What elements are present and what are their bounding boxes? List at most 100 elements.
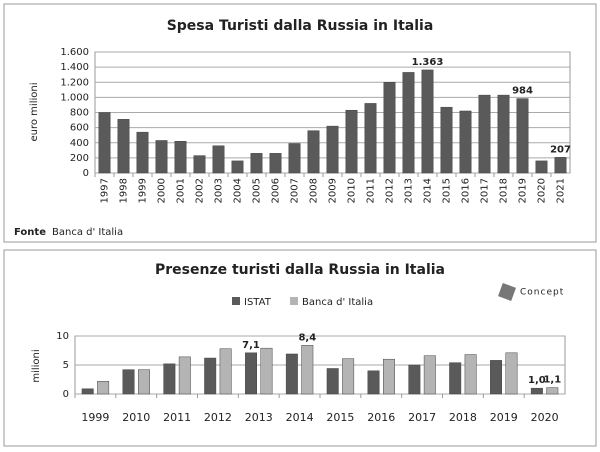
- x-tick-label: 2000: [157, 178, 168, 203]
- bar: [345, 109, 358, 174]
- bar: [155, 140, 168, 174]
- x-tick-label: 2010: [347, 178, 358, 203]
- chart-title: Spesa Turisti dalla Russia in Italia: [167, 18, 434, 34]
- y-tick-label: 800: [70, 108, 89, 119]
- x-tick-label: 2011: [163, 411, 191, 424]
- bar: [174, 140, 187, 174]
- bar: [516, 98, 529, 174]
- logo: Concept: [520, 288, 564, 298]
- bar: [383, 358, 395, 395]
- x-tick-label: 1997: [100, 178, 111, 203]
- y-tick-label: 10: [56, 331, 69, 342]
- bar: [97, 380, 110, 395]
- x-tick-label: 1999: [138, 178, 149, 203]
- bar: [326, 368, 339, 395]
- y-tick-label: 1.000: [60, 92, 89, 103]
- bar: [449, 362, 462, 395]
- x-tick-label: 2001: [176, 178, 187, 203]
- y-tick-label: 200: [70, 153, 89, 164]
- y-tick-label: 1.400: [60, 62, 89, 73]
- logo-icon: [498, 283, 516, 301]
- bar: [478, 94, 491, 174]
- x-tick-label: 2012: [204, 411, 232, 424]
- bar: [464, 354, 477, 395]
- x-tick-label: 2002: [195, 178, 206, 203]
- x-tick-label: 2018: [499, 178, 510, 203]
- y-tick-label: 1.600: [60, 47, 89, 58]
- bar: [421, 69, 434, 174]
- y-tick-label: 0: [63, 389, 69, 400]
- y-tick-label: 600: [70, 123, 89, 134]
- bar: [250, 153, 263, 174]
- bar: [231, 160, 244, 174]
- bar: [178, 356, 191, 395]
- x-tick-label: 2018: [449, 411, 477, 424]
- x-tick-label: 2013: [245, 411, 273, 424]
- x-tick-label: 2010: [122, 411, 150, 424]
- x-tick-label: 2011: [366, 178, 377, 203]
- x-tick-label: 2007: [290, 178, 301, 203]
- x-tick-label: 2019: [518, 178, 529, 203]
- bar: [204, 357, 217, 395]
- bar: [530, 387, 543, 395]
- bar: [269, 153, 282, 174]
- bar: [402, 72, 415, 174]
- x-tick-label: 2004: [233, 178, 244, 203]
- x-tick-label: 2016: [461, 178, 472, 203]
- legend-label: ISTAT: [244, 297, 272, 308]
- bar: [367, 370, 380, 395]
- bar: [440, 106, 453, 174]
- bar: [423, 355, 436, 395]
- x-tick-label: 2015: [326, 411, 354, 424]
- x-tick-label: 1999: [81, 411, 109, 424]
- x-tick-label: 2017: [408, 411, 436, 424]
- bar: [117, 119, 130, 174]
- bar: [554, 157, 567, 174]
- bar: [535, 160, 548, 174]
- bar: [122, 369, 135, 395]
- data-label: 207: [550, 144, 571, 155]
- x-tick-label: 2021: [556, 178, 567, 203]
- y-tick-label: 0: [83, 168, 89, 179]
- bar: [193, 155, 206, 174]
- x-tick-label: 2014: [286, 411, 314, 424]
- bar: [546, 387, 559, 395]
- bar: [307, 130, 320, 174]
- y-tick-label: 5: [63, 360, 69, 371]
- bar: [212, 145, 225, 174]
- x-tick-label: 2013: [404, 178, 415, 203]
- x-tick-label: 2008: [309, 178, 320, 203]
- x-tick-label: 2005: [252, 178, 263, 203]
- x-tick-label: 2015: [442, 178, 453, 203]
- bar: [163, 363, 176, 395]
- chart-title: Presenze turisti dalla Russia in Italia: [155, 262, 445, 278]
- data-label: 984: [512, 86, 533, 97]
- source-label: Fonte: [14, 227, 46, 238]
- bar: [383, 82, 396, 174]
- bar: [136, 131, 149, 174]
- x-tick-label: 2019: [490, 411, 518, 424]
- y-tick-label: 400: [70, 138, 89, 149]
- x-tick-label: 2020: [531, 411, 559, 424]
- bar: [342, 358, 355, 395]
- x-tick-label: 2016: [367, 411, 395, 424]
- legend-label: Banca d' Italia: [302, 297, 373, 308]
- bar: [81, 388, 94, 395]
- bar: [497, 94, 510, 174]
- x-tick-label: 2009: [328, 178, 339, 203]
- y-tick-label: 1.200: [60, 77, 89, 88]
- bar: [288, 143, 301, 174]
- bar: [98, 112, 111, 174]
- x-tick-label: 2006: [271, 178, 282, 203]
- x-tick-label: 2012: [385, 178, 396, 203]
- data-label: 1,0: [528, 375, 546, 386]
- bar: [138, 369, 150, 395]
- data-label: 8,4: [298, 332, 316, 343]
- bar: [301, 345, 314, 395]
- x-tick-label: 2020: [537, 178, 548, 203]
- x-tick-label: 2014: [423, 178, 434, 203]
- bar: [364, 103, 377, 174]
- legend-swatch: [290, 297, 298, 305]
- bar: [245, 352, 257, 395]
- x-tick-label: 2017: [480, 178, 491, 203]
